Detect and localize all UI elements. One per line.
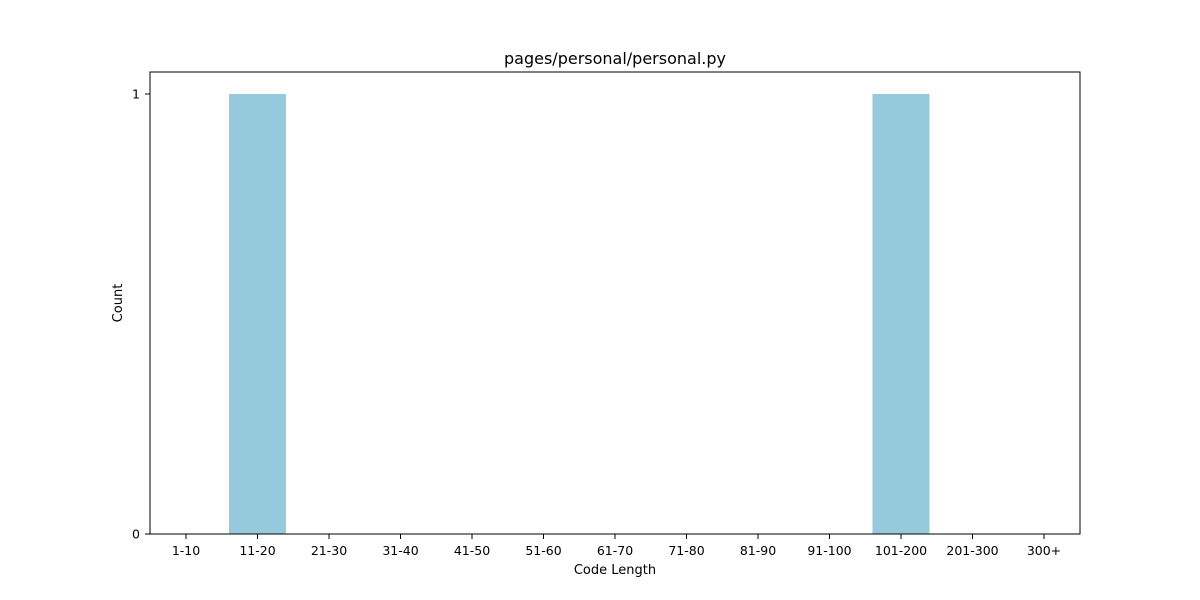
x-tick-label: 11-20 [239, 543, 275, 558]
y-tick-label: 0 [132, 527, 140, 542]
x-axis-ticks: 1-10 11-20 21-30 31-40 41-50 51-60 61-70 71-80 8… [172, 534, 1061, 558]
x-tick-label: 41-50 [454, 543, 490, 558]
x-tick-label: 1-10 [172, 543, 200, 558]
x-tick-label: 91-100 [807, 543, 851, 558]
x-axis-label: Code Length [574, 563, 656, 578]
x-tick-label: 201-300 [946, 543, 998, 558]
x-tick-label: 21-30 [311, 543, 347, 558]
x-tick-label: 81-90 [740, 543, 776, 558]
bars-group [229, 94, 930, 534]
x-tick-label: 61-70 [597, 543, 633, 558]
x-tick-label: 101-200 [875, 543, 927, 558]
x-tick-label: 31-40 [382, 543, 418, 558]
x-tick-label: 300+ [1027, 543, 1061, 558]
y-axis-ticks: 01 [132, 87, 150, 542]
y-tick-label: 1 [132, 87, 140, 102]
x-tick-label: 71-80 [668, 543, 704, 558]
x-tick-label: 51-60 [525, 543, 561, 558]
y-axis-label: Count [111, 284, 126, 323]
bar-11-20 [229, 94, 286, 534]
chart-title: pages/personal/personal.py [504, 49, 726, 68]
bar-101-200 [872, 94, 930, 534]
plot-frame [149, 71, 1081, 535]
